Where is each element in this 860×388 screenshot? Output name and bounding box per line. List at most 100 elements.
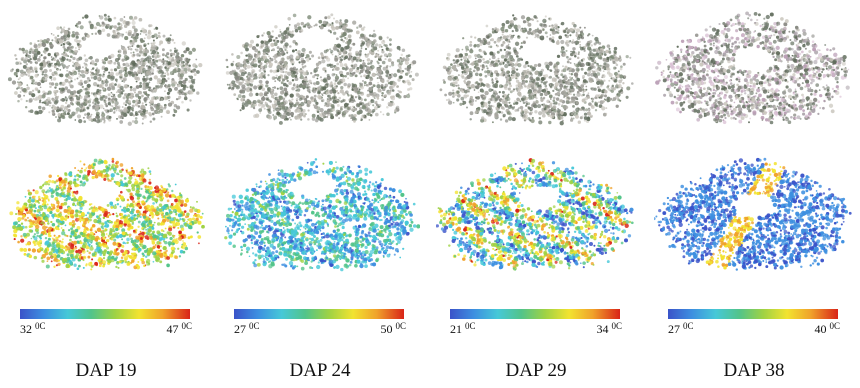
cloud-point [187, 236, 191, 240]
cloud-point [225, 58, 229, 62]
cloud-point [159, 245, 162, 248]
cloud-point [152, 58, 155, 62]
cloud-point [53, 58, 56, 62]
cloud-point [142, 86, 147, 91]
cloud-point [76, 96, 81, 101]
cloud-point [60, 44, 63, 47]
cloud-point [382, 113, 385, 116]
cloud-point [171, 38, 174, 42]
cloud-point [106, 203, 110, 207]
cloud-point [70, 209, 75, 214]
cloud-point [96, 77, 101, 81]
cloud-point [47, 226, 52, 231]
cloud-point [327, 23, 331, 27]
cloud-point [388, 232, 393, 237]
cloud-point [127, 92, 131, 97]
cloud-point [139, 181, 143, 186]
cloud-point [143, 249, 148, 254]
cloud-point [53, 65, 57, 69]
cloud-point [181, 66, 185, 70]
cloud-point [147, 189, 150, 191]
cloud-point [37, 248, 41, 251]
cloud-point [56, 186, 59, 189]
cloud-point [95, 73, 98, 76]
cloud-point [79, 160, 82, 163]
cloud-point [139, 112, 144, 116]
cloud-point [131, 45, 134, 48]
cloud-point [149, 99, 154, 104]
cloud-point [76, 214, 78, 217]
cloud-point [377, 81, 379, 84]
cloud-point [293, 82, 296, 85]
cloud-point [78, 264, 81, 268]
cloud-point [123, 47, 127, 51]
cloud-point [126, 198, 130, 202]
cloud-point [335, 113, 339, 117]
cloud-point [149, 104, 152, 107]
cloud-point [68, 114, 73, 119]
cloud-point [49, 85, 52, 89]
cloud-point [113, 61, 117, 65]
cloud-point [27, 60, 30, 63]
cloud-point [67, 55, 70, 58]
cloud-point [62, 193, 65, 196]
cloud-point [366, 45, 370, 48]
cloud-point [159, 260, 163, 264]
cloud-point [147, 42, 150, 45]
cloud-point [338, 117, 340, 119]
cloud-point [127, 179, 132, 185]
cloud-point [57, 262, 61, 266]
cloud-point [99, 104, 104, 109]
cloud-point [116, 244, 119, 247]
cloud-point [127, 100, 132, 104]
cloud-point [350, 117, 353, 120]
cloud-point [93, 264, 95, 267]
cloud-point [267, 55, 271, 58]
cloud-point [363, 84, 366, 87]
cloud-point [90, 113, 93, 116]
cloud-point [168, 99, 171, 102]
cloud-point [172, 85, 175, 88]
cloud-point [134, 103, 139, 107]
cloud-point [301, 65, 305, 69]
cloud-point [140, 257, 145, 262]
cloud-point [253, 59, 257, 63]
cloud-point [148, 98, 150, 100]
cloud-point [283, 61, 287, 65]
cloud-point [65, 107, 69, 111]
cloud-point [108, 167, 112, 171]
cloud-point [333, 79, 335, 81]
cloud-point [280, 205, 283, 208]
cloud-point [320, 98, 325, 103]
cloud-point [362, 64, 365, 67]
cloud-point [89, 55, 93, 60]
cloud-point [93, 158, 98, 163]
cloud-point [341, 78, 346, 83]
cloud-point [362, 193, 365, 197]
cloud-point [376, 77, 379, 80]
cloud-point [359, 59, 362, 62]
cloud-point [132, 99, 136, 104]
cloud-point [33, 204, 36, 208]
cloud-point [232, 60, 235, 63]
cloud-point [411, 78, 415, 82]
cloud-point [163, 74, 167, 78]
cloud-point [320, 78, 324, 82]
cloud-point [291, 201, 296, 206]
cloud-point [68, 83, 72, 87]
cloud-point [343, 105, 347, 109]
cloud-point [179, 218, 182, 221]
cloud-point [35, 224, 40, 229]
cloud-point [160, 98, 163, 101]
cloud-point [82, 108, 86, 112]
cloud-point [306, 22, 310, 26]
cloud-point [375, 103, 379, 107]
cloud-point [239, 69, 242, 72]
cloud-point [245, 47, 249, 52]
cloud-point [125, 169, 128, 172]
cloud-point [236, 73, 240, 77]
cloud-point [62, 229, 65, 232]
cloud-point [81, 216, 84, 220]
cloud-point [48, 251, 53, 256]
cloud-point [142, 59, 146, 63]
